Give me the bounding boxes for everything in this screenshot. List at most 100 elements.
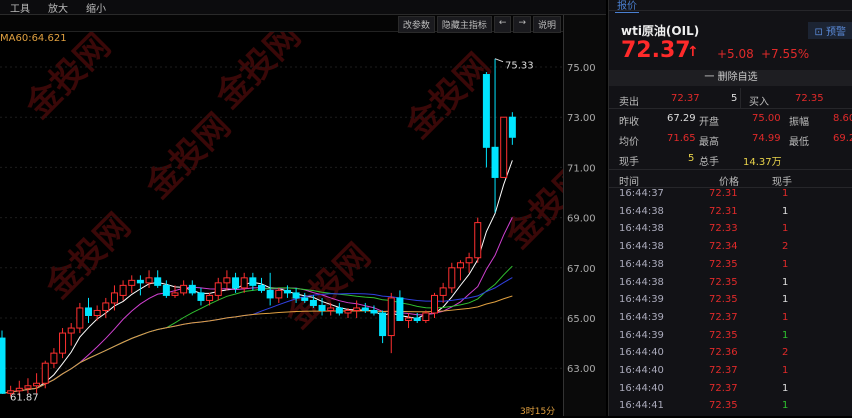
candle-body bbox=[413, 317, 421, 322]
candle-body bbox=[448, 267, 456, 289]
candle-body bbox=[41, 362, 49, 384]
sell-volume: 5 bbox=[731, 93, 738, 104]
total-volume-label: 总手 bbox=[699, 157, 719, 168]
candle bbox=[33, 373, 41, 394]
chart-header: 改参数 隐藏主指标 ← → 说明 bbox=[0, 15, 563, 33]
tick-time: 16:44:40 bbox=[619, 365, 664, 376]
candle-body bbox=[136, 279, 144, 284]
candle-body bbox=[396, 297, 404, 322]
candle bbox=[7, 385, 15, 397]
candle-body bbox=[439, 287, 447, 296]
candle-body bbox=[465, 257, 473, 264]
tick-time: 16:44:41 bbox=[619, 400, 664, 412]
candle bbox=[335, 302, 343, 316]
tick-price: 72.35 bbox=[709, 329, 738, 341]
candle-body bbox=[128, 279, 136, 286]
tick-time: 16:44:37 bbox=[619, 188, 664, 199]
candle bbox=[206, 292, 214, 306]
candle bbox=[508, 112, 516, 145]
tab-quote[interactable]: 报价 bbox=[615, 0, 639, 13]
tick-time: 16:44:39 bbox=[619, 329, 664, 341]
candle-body bbox=[119, 284, 127, 296]
arrow-right-icon[interactable]: → bbox=[513, 16, 531, 33]
arrow-up-icon: ↑ bbox=[687, 44, 699, 60]
remove-watchlist-button[interactable]: 一 删除自选 bbox=[609, 70, 852, 86]
tick-price: 72.37 bbox=[709, 311, 738, 323]
candle bbox=[50, 348, 58, 369]
tick-row: 16:44:38 72.34 2 bbox=[609, 241, 852, 259]
tick-time: 16:44:38 bbox=[619, 276, 664, 288]
quote-panel: 报价 wti原油(OIL) ⊡ 预警 72.37 ↑ +5.08 +7.55% … bbox=[608, 0, 852, 416]
candle bbox=[197, 287, 205, 306]
arrow-left-icon[interactable]: ← bbox=[493, 16, 512, 33]
candle-body bbox=[353, 307, 361, 311]
candle-body bbox=[171, 292, 179, 296]
tick-time: 16:44:38 bbox=[619, 241, 664, 253]
candle bbox=[41, 360, 49, 389]
edit-params-button[interactable]: 改参数 bbox=[397, 16, 435, 33]
candle bbox=[0, 330, 6, 394]
zoom-out-button[interactable]: 缩小 bbox=[86, 3, 106, 15]
candle bbox=[465, 252, 473, 273]
alert-button[interactable]: ⊡ 预警 bbox=[808, 22, 852, 39]
tick-row: 16:44:39 72.37 1 bbox=[609, 312, 852, 330]
candle bbox=[275, 287, 283, 303]
tick-volume: 2 bbox=[782, 241, 789, 253]
candle bbox=[162, 280, 170, 298]
col-time: 时间 bbox=[619, 177, 639, 188]
candle-body bbox=[93, 309, 101, 316]
time-label: 3时15分 bbox=[520, 405, 555, 416]
candle-body bbox=[456, 262, 464, 269]
candle bbox=[448, 262, 456, 293]
candle-body bbox=[33, 382, 41, 387]
candle-body bbox=[508, 116, 516, 138]
candle bbox=[301, 292, 309, 303]
tick-volume: 1 bbox=[782, 276, 789, 288]
y-tick-label: 73.00 bbox=[567, 113, 596, 124]
candle bbox=[171, 285, 179, 298]
candle-body bbox=[110, 292, 118, 304]
tool-button[interactable]: 工具 bbox=[10, 3, 30, 15]
buy-label: 买入 bbox=[749, 97, 769, 108]
candle bbox=[474, 217, 482, 263]
candle bbox=[396, 290, 404, 322]
candle bbox=[15, 380, 23, 396]
high-price: 74.99 bbox=[752, 133, 781, 144]
buy-price: 72.35 bbox=[795, 93, 824, 104]
high-pointer bbox=[494, 58, 504, 63]
low-label: 61.87 bbox=[10, 393, 39, 404]
low-label: 最低 bbox=[789, 137, 809, 148]
tick-row: 16:44:40 72.37 1 bbox=[609, 365, 852, 383]
tick-price: 72.35 bbox=[709, 258, 738, 270]
candle-body bbox=[258, 284, 265, 291]
candle bbox=[85, 297, 92, 324]
zoom-in-button[interactable]: 放大 bbox=[48, 3, 68, 15]
candle-body bbox=[491, 146, 499, 178]
hide-indicator-button[interactable]: 隐藏主指标 bbox=[436, 16, 492, 33]
help-button[interactable]: 说明 bbox=[532, 16, 561, 33]
candle-body bbox=[422, 312, 430, 322]
candle bbox=[223, 270, 231, 291]
tick-volume: 1 bbox=[782, 223, 789, 235]
candle bbox=[232, 272, 240, 293]
candle bbox=[431, 292, 438, 318]
y-tick-label: 65.00 bbox=[567, 314, 596, 325]
candle-body bbox=[188, 284, 196, 294]
tick-time: 16:44:38 bbox=[619, 205, 664, 217]
tick-row: 16:44:37 72.31 1 bbox=[609, 188, 852, 206]
candle bbox=[154, 270, 162, 288]
candle-body bbox=[361, 307, 369, 311]
tick-price: 72.31 bbox=[709, 188, 738, 199]
amplitude-label: 振幅 bbox=[789, 117, 809, 128]
candle-body bbox=[379, 312, 387, 337]
open-price: 75.00 bbox=[752, 113, 781, 124]
candle bbox=[249, 272, 257, 291]
alert-icon: ⊡ bbox=[814, 27, 826, 38]
tick-time: 16:44:40 bbox=[619, 347, 664, 359]
tick-price: 72.31 bbox=[709, 205, 738, 217]
open-label: 开盘 bbox=[699, 117, 719, 128]
tick-time: 16:44:40 bbox=[619, 382, 664, 394]
candle bbox=[318, 297, 326, 316]
low-price: 69.2 bbox=[833, 133, 852, 144]
candle bbox=[456, 260, 464, 281]
